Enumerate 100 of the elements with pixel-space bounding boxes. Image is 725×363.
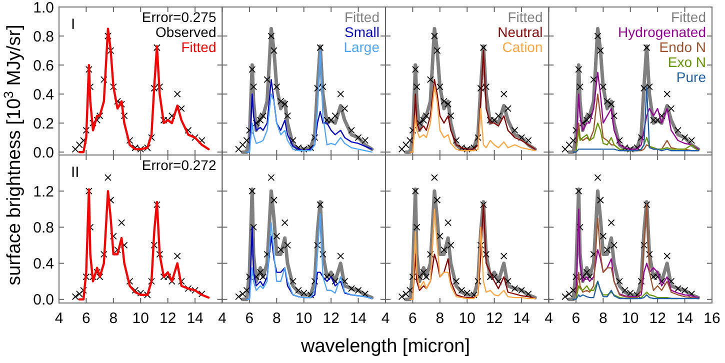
x-axis-title: wavelength [micron] (300, 336, 470, 357)
point (688, 290, 696, 298)
point (256, 268, 264, 276)
x-tick-label: 14 (513, 310, 530, 327)
point (118, 219, 126, 226)
point (658, 278, 666, 285)
x-tick-label: 6 (572, 310, 580, 327)
point (566, 141, 573, 148)
point (150, 242, 158, 249)
point (398, 146, 406, 153)
point (474, 278, 482, 285)
y-tick-label: 0.4 (33, 86, 54, 104)
point (562, 293, 569, 300)
x-tick-label: 10 (296, 310, 312, 327)
text: Small (344, 24, 380, 40)
point (76, 141, 83, 148)
point (420, 116, 428, 124)
point (570, 137, 577, 144)
point (100, 76, 108, 83)
point (168, 278, 176, 285)
point (284, 112, 291, 120)
point (248, 66, 256, 73)
x-tick-label: 16 (704, 310, 720, 327)
point (250, 83, 257, 90)
point (640, 242, 648, 249)
point (107, 47, 114, 54)
point (566, 290, 573, 298)
point (604, 98, 611, 105)
text: Exo N (668, 54, 706, 70)
x-tick-label: 12 (649, 310, 666, 327)
point (436, 83, 444, 90)
point (664, 90, 671, 98)
point (243, 137, 250, 144)
point (273, 232, 280, 240)
point (500, 90, 508, 98)
point (174, 90, 181, 98)
point (85, 188, 92, 195)
point (154, 44, 160, 52)
point (72, 146, 79, 153)
point (596, 47, 604, 54)
y-tick-label: 0.8 (33, 28, 54, 46)
point (518, 134, 525, 142)
point (281, 100, 288, 108)
point (406, 286, 414, 294)
x-tick-label: 12 (322, 310, 340, 327)
text: Cation (502, 39, 543, 55)
point (480, 201, 487, 208)
point (104, 174, 112, 182)
x-tick-label: 6 (245, 310, 254, 327)
point (110, 232, 117, 240)
point (311, 278, 318, 285)
point (575, 188, 582, 195)
point (608, 219, 615, 226)
point (486, 273, 494, 280)
point (654, 116, 662, 124)
point (440, 98, 448, 105)
point (681, 134, 688, 142)
point (668, 278, 675, 285)
point (120, 112, 128, 120)
point (270, 196, 278, 204)
point (431, 32, 438, 40)
x-tick-label: 4 (218, 310, 226, 327)
point (316, 44, 324, 52)
point (409, 126, 416, 134)
point (362, 137, 369, 144)
point (316, 201, 324, 208)
y-tick-label: 1.0 (33, 0, 54, 16)
point (311, 134, 318, 142)
point (243, 286, 250, 294)
point (608, 100, 615, 108)
x-tick-label: 4 (544, 310, 553, 327)
point (452, 278, 460, 285)
point (156, 250, 164, 258)
point (586, 112, 594, 120)
point (643, 201, 650, 208)
point (174, 252, 181, 260)
point (604, 246, 611, 254)
point (616, 278, 623, 285)
text: Fitted (344, 9, 380, 25)
point (643, 44, 650, 52)
series-label: Fitted (181, 39, 216, 55)
point (576, 83, 584, 90)
point (260, 112, 267, 120)
point (402, 290, 410, 298)
point (490, 273, 498, 280)
point (444, 219, 452, 226)
point (688, 137, 696, 144)
point (596, 196, 604, 204)
point (664, 252, 671, 260)
point (444, 100, 452, 108)
point (235, 293, 242, 300)
point (76, 290, 83, 298)
point (590, 76, 598, 83)
point (600, 83, 607, 90)
series-label: Neutral (498, 24, 543, 40)
point (80, 286, 87, 294)
point (646, 250, 653, 258)
point (273, 83, 280, 90)
x-tick-label: 10 (132, 310, 149, 327)
text: Fitted (670, 9, 706, 25)
